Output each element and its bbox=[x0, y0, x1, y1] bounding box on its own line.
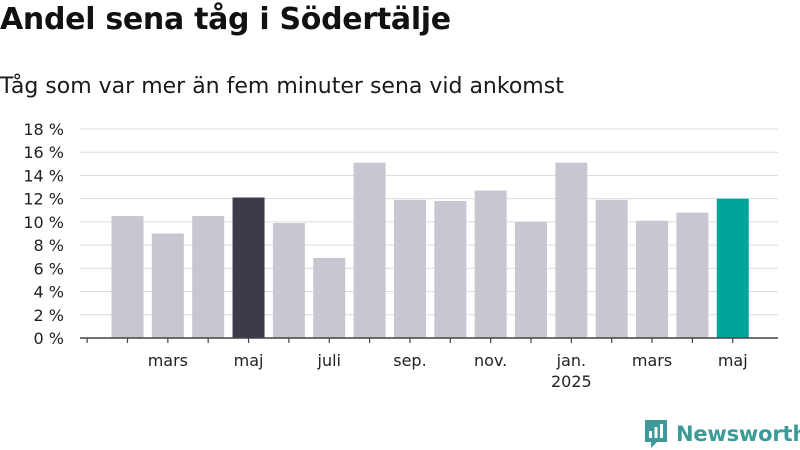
bar-2025-01 bbox=[555, 162, 588, 338]
x-tick-label: jan. bbox=[556, 351, 586, 370]
newsworthy-logo-text: Newsworthy bbox=[676, 422, 800, 446]
bar-2024-07 bbox=[313, 257, 346, 338]
y-tick-label: 2 % bbox=[34, 306, 64, 325]
y-tick-label: 14 % bbox=[23, 166, 64, 185]
x-tick-year-label: 2025 bbox=[551, 372, 592, 391]
bar-2024-08 bbox=[353, 162, 386, 338]
chart-title: Andel sena tåg i Södertälje bbox=[0, 2, 451, 37]
chart-subtitle: Tåg som var mer än fem minuter sena vid … bbox=[0, 74, 564, 99]
y-axis: 0 % 2 % 4 % 6 % 8 % 10 % 12 % 14 % 16 % 18 % bbox=[23, 120, 64, 348]
x-tick-label: maj bbox=[234, 351, 264, 370]
x-tick-label: maj bbox=[718, 351, 748, 370]
bar-2025-05 bbox=[716, 198, 749, 338]
newsworthy-logo: Newsworthy bbox=[643, 418, 800, 450]
y-tick-label: 8 % bbox=[34, 236, 64, 255]
x-tick-label: juli bbox=[317, 351, 341, 370]
bar-2025-04 bbox=[676, 212, 709, 338]
newsworthy-logo-icon bbox=[645, 420, 667, 448]
y-tick-label: 18 % bbox=[23, 120, 64, 139]
x-tick-label: mars bbox=[148, 351, 188, 370]
bar-2024-09 bbox=[393, 199, 426, 338]
y-tick-label: 0 % bbox=[34, 329, 64, 348]
bar-2024-06 bbox=[272, 223, 305, 338]
y-tick-label: 4 % bbox=[34, 283, 64, 302]
y-tick-label: 10 % bbox=[23, 213, 64, 232]
y-tick-label: 6 % bbox=[34, 259, 64, 278]
bar-2024-03 bbox=[151, 233, 184, 338]
bar-2024-10 bbox=[434, 200, 467, 338]
bar-2024-02 bbox=[111, 216, 144, 338]
bar-2024-12 bbox=[515, 221, 547, 338]
bar-2024-05 bbox=[232, 197, 265, 338]
bar-2024-11 bbox=[474, 190, 507, 338]
bars bbox=[111, 162, 749, 338]
bar-2025-02 bbox=[595, 199, 628, 338]
x-tick-label: mars bbox=[632, 351, 672, 370]
bar-2025-03 bbox=[636, 220, 669, 338]
bar-2024-04 bbox=[192, 216, 225, 338]
x-tick-label: nov. bbox=[474, 351, 507, 370]
y-tick-label: 12 % bbox=[23, 190, 64, 209]
gridlines bbox=[80, 128, 778, 316]
y-tick-label: 16 % bbox=[23, 143, 64, 162]
x-axis: mars maj juli sep. nov. jan. 2025 mars maj bbox=[86, 338, 748, 391]
x-tick-label: sep. bbox=[393, 351, 426, 370]
